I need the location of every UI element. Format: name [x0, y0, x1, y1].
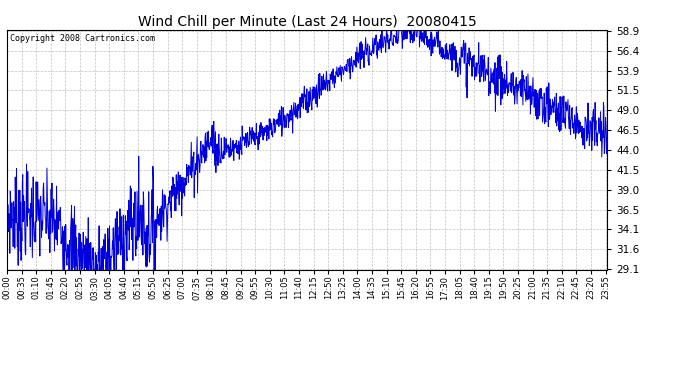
Title: Wind Chill per Minute (Last 24 Hours)  20080415: Wind Chill per Minute (Last 24 Hours) 20…: [138, 15, 476, 29]
Text: Copyright 2008 Cartronics.com: Copyright 2008 Cartronics.com: [10, 34, 155, 43]
